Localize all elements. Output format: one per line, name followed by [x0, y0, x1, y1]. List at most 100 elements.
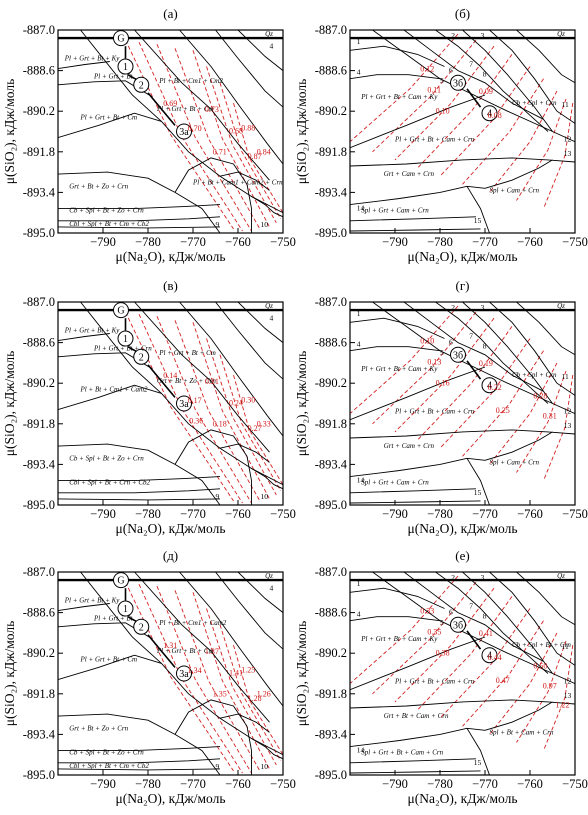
isoline: [138, 42, 243, 232]
isoline: [543, 645, 574, 751]
field-label: Pl + Grt + Bt + Cm: [80, 113, 138, 121]
phase-boundary: [350, 616, 441, 622]
phase-boundary: [350, 228, 481, 232]
isoline: [350, 575, 459, 684]
node-circle: [450, 74, 466, 91]
isoline-label: 0.10: [436, 106, 450, 115]
field-label: Pl + Bt + Cm1 + Cm2: [158, 77, 223, 85]
isoline-label: 0.17: [188, 396, 202, 405]
isoline: [394, 317, 495, 433]
phase-boundary: [462, 30, 553, 132]
panel-5: (д) G 12 3а Qz Pl + Grt + Bt + Ky Pl + Grt + B…: [2, 548, 296, 806]
field-label: Pl + Grt + Bt + Crn: [93, 345, 152, 353]
plot-frame: [349, 29, 576, 234]
y-tick-label: -887.0: [23, 23, 55, 37]
field-number: 4: [357, 340, 361, 349]
phase-boundary: [350, 366, 486, 421]
y-tick-label: -895.0: [315, 226, 347, 240]
phase-boundary: [350, 346, 441, 352]
y-tick-label: -895.0: [23, 226, 55, 240]
node-circle: [117, 58, 134, 75]
phase-boundary: [466, 186, 490, 233]
y-tick-label: -895.0: [23, 768, 55, 782]
field-label: Pl + Grt + Bt + Cm: [156, 647, 214, 655]
node-circle: [176, 123, 192, 140]
field-number: 4: [357, 68, 361, 77]
phase-boundary: [174, 429, 252, 505]
field-number: 8: [483, 612, 487, 621]
qz-label: Qz: [265, 302, 273, 310]
isoline: [125, 581, 234, 772]
node-label: G: [117, 306, 124, 317]
isoline: [156, 316, 252, 504]
field-number: 9: [216, 220, 220, 229]
y-tick-label: -893.4: [23, 727, 56, 741]
node-label: 2: [139, 80, 144, 91]
field-number: 3: [481, 573, 485, 582]
isoline-label: 0.47: [496, 676, 510, 685]
isoline: [219, 354, 282, 492]
isoline-label: 0.88: [241, 123, 255, 132]
phase-boundary: [350, 157, 575, 167]
y-tick-label: -891.8: [315, 145, 347, 159]
phase-boundary: [489, 302, 575, 396]
x-tick-label: −750: [562, 777, 588, 791]
panel-title: (г): [456, 278, 470, 293]
y-tick-label: -887.0: [315, 295, 347, 309]
isoline-label: 0.27: [248, 424, 262, 433]
field-number: 7: [469, 602, 473, 611]
field-label: Pl + Grt + Bt + Cam + Ky: [360, 93, 438, 101]
y-tick-label: -890.2: [23, 646, 55, 660]
field-number: 14: [357, 204, 365, 213]
isoline-label: 1.41: [229, 668, 243, 677]
field-label: Spl + Grt + Cam + Crn: [361, 207, 429, 215]
field-number: 12: [564, 135, 572, 144]
field-label: Pl + Grt + Bt + Ky: [64, 596, 121, 604]
y-tick-label: -887.0: [23, 565, 55, 579]
isoline-label: 0.69: [163, 99, 177, 108]
phase-boundary: [58, 226, 221, 229]
phase-boundary: [215, 302, 283, 380]
phase-boundary: [516, 30, 575, 84]
x-tick-label: −750: [270, 235, 296, 249]
isoline: [543, 375, 574, 481]
field-number: 10: [261, 762, 269, 771]
phase-boundary: [134, 302, 270, 453]
x-tick-label: −770: [472, 507, 498, 521]
node-circle: [450, 616, 466, 633]
phase-boundary: [58, 443, 221, 505]
field-number: 11: [562, 372, 569, 381]
panel-2: (б) 3б 4 Qz Pl + Grt + Bt + Cam + Ky Pl + Grt…: [294, 6, 588, 264]
panel-4: (г) 3б 4 Qz Pl + Grt + Bt + Cam + Ky Pl + Grt…: [294, 278, 588, 536]
phase-boundary: [237, 302, 283, 343]
isoline-label: 0.84: [257, 148, 271, 157]
phase-boundary: [462, 302, 553, 404]
phase-boundary: [350, 636, 486, 691]
node-circle: [117, 330, 134, 347]
y-tick-label: -895.0: [315, 498, 347, 512]
reaction-arrow: [127, 346, 138, 353]
phase-boundary: [237, 30, 283, 71]
y-tick-label: -890.2: [315, 104, 347, 118]
x-tick-label: −790: [382, 777, 408, 791]
isoline-label: 0.21: [205, 377, 219, 386]
plot-frame: [349, 301, 576, 506]
isoline: [138, 584, 243, 774]
node-circle: [113, 30, 129, 47]
phase-boundary: [350, 74, 441, 80]
node-circle: [176, 395, 192, 412]
isoline-label: 0.09: [479, 87, 493, 96]
field-label: Cb + Spl + Crn: [512, 371, 557, 379]
field-number: 2: [451, 573, 455, 582]
field-number: 14: [357, 746, 365, 755]
x-tick-label: −790: [90, 777, 116, 791]
node-label: 3б: [453, 78, 463, 89]
y-tick-label: -891.8: [23, 687, 55, 701]
x-tick-label: −760: [225, 507, 251, 521]
isoline: [516, 370, 567, 473]
field-number: 6: [449, 66, 453, 75]
phase-boundary: [372, 30, 575, 143]
y-axis-label: μ(SiO₂), кДж/моль: [294, 79, 309, 185]
y-tick-label: -890.2: [315, 376, 347, 390]
phase-boundary: [251, 196, 283, 218]
